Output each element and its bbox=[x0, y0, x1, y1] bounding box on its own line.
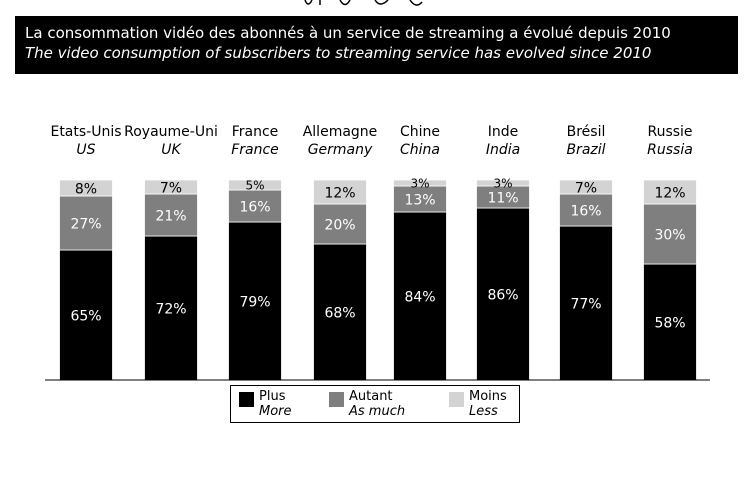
legend-swatch-plus bbox=[239, 392, 254, 407]
data-label: 20% bbox=[324, 217, 355, 233]
bar-segment bbox=[559, 193, 613, 227]
bar-segment bbox=[476, 179, 530, 187]
data-label: 72% bbox=[155, 301, 186, 317]
data-label: 3% bbox=[410, 177, 429, 191]
bar-group-7: Russie Russia 58% 30% 12% bbox=[643, 124, 697, 381]
bar-group-3: Allemagne Germany 68% 20% 12% bbox=[303, 124, 378, 381]
legend-label-more: More bbox=[259, 404, 292, 419]
data-label: 58% bbox=[654, 315, 685, 331]
data-label: 7% bbox=[575, 180, 597, 196]
category-label-fr: Chine bbox=[400, 124, 440, 140]
data-label: 77% bbox=[570, 296, 601, 312]
legend-label-autant: Autant bbox=[349, 389, 393, 404]
bar-segment bbox=[144, 179, 198, 195]
category-label-fr: Russie bbox=[647, 124, 692, 140]
category-label-fr: Allemagne bbox=[303, 124, 378, 140]
data-label: 8% bbox=[75, 181, 97, 197]
bar-segment bbox=[59, 179, 113, 197]
bar-segment bbox=[559, 179, 613, 195]
legend-label-less: Less bbox=[469, 404, 498, 419]
chart-title-english: The video consumption of subscribers to … bbox=[25, 44, 652, 62]
category-label-fr: Etats-Unis bbox=[50, 124, 121, 140]
bar-segment bbox=[144, 235, 198, 381]
data-label: 3% bbox=[493, 177, 512, 191]
legend-swatch-autant bbox=[329, 392, 344, 407]
data-label: 5% bbox=[245, 179, 264, 193]
category-label-fr: France bbox=[232, 124, 279, 140]
data-label: 27% bbox=[70, 216, 101, 232]
bar-segment bbox=[393, 185, 447, 213]
data-label: 12% bbox=[654, 185, 685, 201]
bar-segment bbox=[59, 195, 113, 251]
category-label-en: UK bbox=[161, 142, 182, 158]
bar-group-4: Chine China 84% 13%3% bbox=[393, 124, 447, 381]
data-label: 68% bbox=[324, 305, 355, 321]
bar-segment bbox=[228, 221, 282, 381]
data-label: 12% bbox=[324, 185, 355, 201]
bar-segment bbox=[393, 211, 447, 381]
bar-segment bbox=[643, 179, 697, 205]
bar-group-2: France France 79% 16% 5% bbox=[228, 124, 282, 381]
category-label-en: Russia bbox=[647, 142, 693, 158]
legend-label-moins: Moins bbox=[469, 389, 507, 404]
category-label-en: US bbox=[76, 142, 95, 158]
bar-segment bbox=[476, 207, 530, 381]
data-label: 16% bbox=[239, 199, 270, 215]
bar-segment bbox=[228, 179, 282, 191]
category-label-en: India bbox=[486, 142, 520, 158]
data-label: 11% bbox=[487, 190, 518, 206]
data-label: 84% bbox=[404, 289, 435, 305]
data-label: 7% bbox=[160, 180, 182, 196]
bar-segment bbox=[144, 193, 198, 237]
bar-segment bbox=[313, 179, 367, 205]
data-label: 86% bbox=[487, 287, 518, 303]
bar-segment bbox=[559, 225, 613, 381]
category-label-en: China bbox=[400, 142, 440, 158]
bar-group-0: Etats-Unis US 65% 27% 8% bbox=[50, 124, 122, 381]
bar-segment bbox=[643, 203, 697, 265]
legend-swatch-moins bbox=[449, 392, 464, 407]
category-label-en: Brazil bbox=[566, 142, 605, 158]
bar-segment bbox=[643, 263, 697, 381]
bar-segment bbox=[228, 189, 282, 223]
legend-label-plus: Plus bbox=[259, 389, 286, 404]
data-label: 16% bbox=[570, 203, 601, 219]
category-label-fr: Brésil bbox=[567, 124, 606, 140]
data-label: 79% bbox=[239, 294, 270, 310]
data-label: 21% bbox=[155, 208, 186, 224]
legend-label-as-much: As much bbox=[349, 404, 406, 419]
bar-segment bbox=[59, 249, 113, 381]
bar-segment bbox=[313, 243, 367, 381]
bar-group-5: Inde India 86% 11%3% bbox=[476, 124, 530, 381]
bar-group-6: Brésil Brazil 77% 16% 7% bbox=[559, 124, 613, 381]
category-label-fr: Royaume-Uni bbox=[124, 124, 218, 140]
bar-group-1: Royaume-Uni UK 72% 21% 7% bbox=[124, 124, 218, 381]
category-label-en: France bbox=[231, 142, 279, 158]
category-label-fr: Inde bbox=[488, 124, 519, 140]
chart-legend: Plus More Autant As much Moins Less bbox=[230, 385, 520, 423]
bar-segment bbox=[393, 179, 447, 187]
bar-segment bbox=[313, 203, 367, 245]
data-label: 30% bbox=[654, 227, 685, 243]
chart-title-french: La consommation vidéo des abonnés à un s… bbox=[25, 24, 671, 42]
data-label: 65% bbox=[70, 308, 101, 324]
data-label: 13% bbox=[404, 192, 435, 208]
cropped-header-fragment bbox=[304, 0, 423, 6]
category-label-en: Germany bbox=[308, 142, 373, 158]
chart-title-box: La consommation vidéo des abonnés à un s… bbox=[15, 16, 738, 74]
